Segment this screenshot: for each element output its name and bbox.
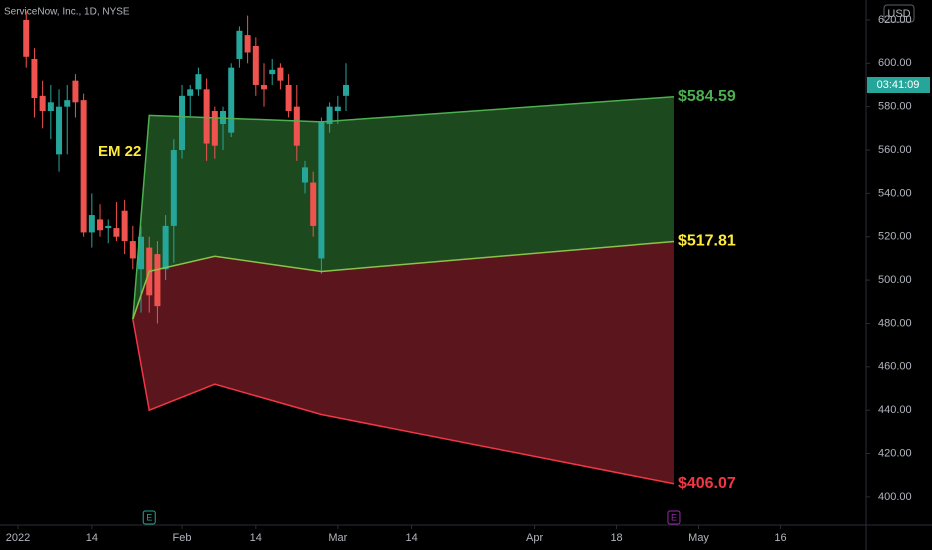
x-tick-label: 14 — [86, 532, 98, 544]
price-tag — [867, 76, 930, 93]
y-tick-label: 560.00 — [878, 144, 912, 156]
candle-body — [326, 106, 333, 125]
annotation: EM 22 — [98, 143, 141, 160]
candle-body — [343, 84, 349, 96]
candle-body — [302, 167, 309, 183]
candle-body — [293, 106, 300, 146]
candle-body — [31, 58, 38, 98]
x-tick-label: Mar — [328, 532, 347, 544]
x-tick-label: 2022 — [6, 532, 30, 544]
y-tick-label: 400.00 — [878, 491, 912, 503]
candle-body — [187, 89, 194, 96]
chart-title: ServiceNow, Inc., 1D, NYSE — [4, 7, 130, 18]
y-tick-label: 480.00 — [878, 317, 912, 329]
candle-body — [97, 219, 104, 231]
x-tick-label: 18 — [610, 532, 622, 544]
y-tick-label: 620.00 — [878, 14, 912, 26]
y-tick-label: 420.00 — [878, 447, 912, 459]
lower-band — [132, 241, 674, 484]
candle-body — [261, 84, 268, 90]
candle-body — [80, 100, 87, 233]
candle-body — [203, 89, 210, 144]
candle-body — [129, 241, 136, 259]
y-tick-label: 460.00 — [878, 361, 912, 373]
candle-body — [105, 225, 112, 229]
event-label: E — [671, 512, 677, 522]
y-tick-label: 500.00 — [878, 274, 912, 286]
y-tick-label: 600.00 — [878, 57, 912, 69]
candle-body — [47, 102, 54, 112]
y-tick-label: 520.00 — [878, 231, 912, 243]
x-tick-label: 16 — [774, 532, 786, 544]
projection-line — [132, 319, 675, 485]
y-tick-label: 580.00 — [878, 101, 912, 113]
x-tick-label: 14 — [250, 532, 262, 544]
candle-body — [228, 67, 235, 133]
projection-label: $406.07 — [678, 475, 736, 492]
candle-body — [195, 74, 202, 90]
candle-body — [23, 19, 30, 57]
candle-body — [252, 45, 259, 85]
currency-box[interactable] — [883, 4, 915, 23]
projection-line — [132, 240, 675, 320]
candle-body — [88, 215, 95, 233]
candle-body — [236, 30, 243, 59]
projection-line — [132, 95, 675, 320]
x-tick-label: 14 — [405, 532, 417, 544]
event-marker — [667, 510, 681, 525]
candle-body — [64, 100, 71, 107]
candle-body — [285, 84, 292, 112]
event-label: E — [146, 512, 152, 522]
candle-body — [310, 182, 317, 226]
candle-body — [138, 236, 145, 270]
candle-body — [170, 150, 177, 226]
candle-body — [269, 69, 276, 75]
x-tick-label: May — [688, 532, 709, 544]
candle-body — [162, 225, 169, 270]
candle-body — [113, 228, 120, 237]
candle-body — [39, 95, 46, 112]
y-tick-label: 540.00 — [878, 187, 912, 199]
candle-body — [277, 67, 284, 81]
candle-body — [179, 95, 186, 151]
x-tick-label: Apr — [526, 532, 543, 544]
y-tick-label: 440.00 — [878, 404, 912, 416]
projection-label: $584.59 — [678, 88, 736, 105]
candle-body — [244, 35, 251, 53]
projection-label: $517.81 — [678, 233, 736, 250]
candle-body — [154, 254, 161, 307]
candle-body — [318, 121, 325, 259]
currency: USD — [887, 8, 910, 20]
countdown: 03:41:09 — [877, 79, 920, 91]
event-marker — [142, 510, 156, 525]
candle-body — [56, 106, 63, 155]
candle-body — [121, 210, 128, 242]
x-tick-label: Feb — [173, 532, 192, 544]
candle-body — [72, 80, 79, 103]
candle-body — [211, 111, 218, 146]
candle-body — [334, 106, 341, 112]
